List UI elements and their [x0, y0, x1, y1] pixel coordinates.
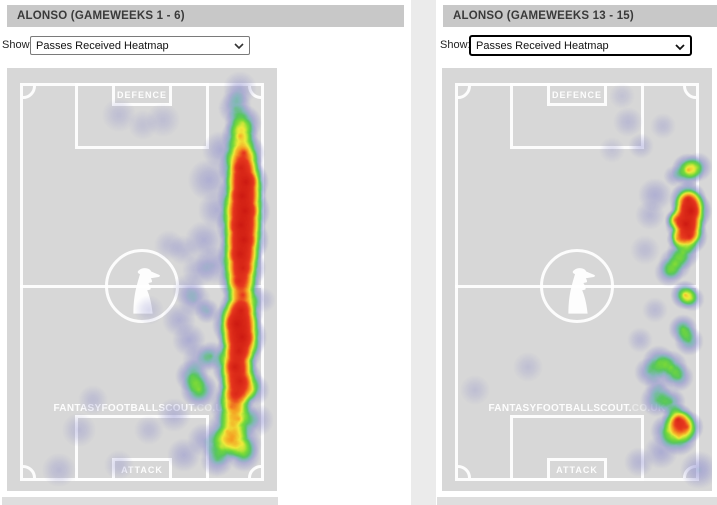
show-row: Show: Passes Received Heatmap — [437, 35, 717, 57]
next-widget-edge-left — [2, 497, 278, 505]
heatmap-type-selected-value: Passes Received Heatmap — [476, 40, 609, 52]
panel-title: ALONSO (GAMEWEEKS 13 - 15) — [443, 5, 717, 27]
panel-gameweeks-13-15: ALONSO (GAMEWEEKS 13 - 15) Show: Passes … — [437, 0, 717, 505]
chevron-down-icon — [234, 43, 244, 50]
heatmap-type-select[interactable]: Passes Received Heatmap — [469, 35, 692, 56]
heatmap-type-selected-value: Passes Received Heatmap — [36, 40, 169, 52]
show-label: Show: — [2, 39, 33, 51]
pitch-heatmap: DEFENCE ATTACK FANTASYFOOTBALLSCOUT.CO.U… — [7, 68, 277, 491]
pitch-heatmap: DEFENCE ATTACK FANTASYFOOTBALLSCOUT.CO.U… — [442, 68, 712, 491]
panel-divider — [411, 0, 436, 505]
panel-title: ALONSO (GAMEWEEKS 1 - 6) — [7, 5, 404, 27]
heatmap-canvas — [7, 68, 277, 491]
next-widget-edge-right — [437, 497, 717, 505]
panel-gameweeks-1-6: ALONSO (GAMEWEEKS 1 - 6) Show: Passes Re… — [0, 5, 410, 491]
heatmap-type-select[interactable]: Passes Received Heatmap — [30, 36, 250, 55]
show-row: Show: Passes Received Heatmap — [0, 35, 410, 57]
heatmap-canvas — [442, 68, 712, 491]
chevron-down-icon — [675, 44, 685, 51]
show-label: Show: — [440, 39, 471, 51]
